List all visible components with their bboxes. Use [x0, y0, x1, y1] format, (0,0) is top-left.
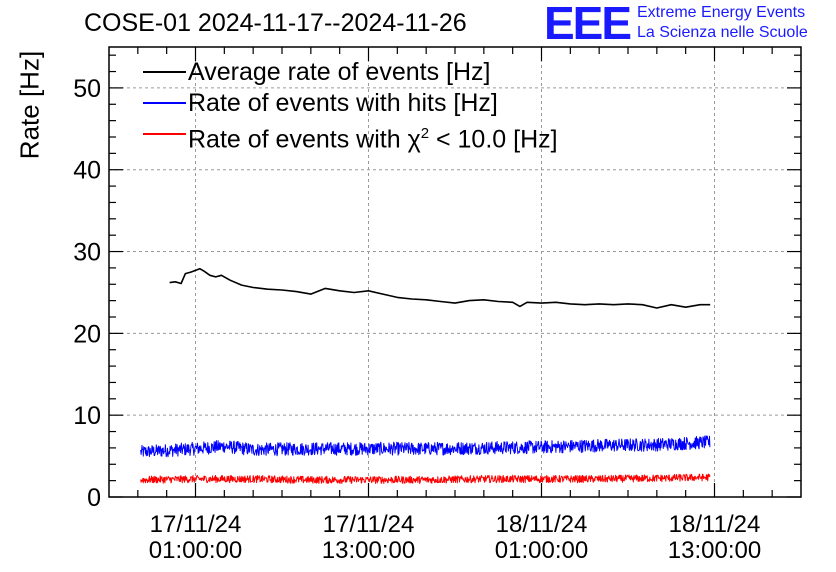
y-tick-label: 30: [73, 239, 101, 267]
x-tick-label-time: 01:00:00: [495, 537, 588, 564]
y-tick-label: 20: [73, 320, 101, 348]
y-axis-label: Rate [Hz]: [14, 50, 45, 160]
x-tick-label-date: 18/11/24: [496, 511, 588, 538]
legend-entry-hits: Rate of events with hits [Hz]: [188, 89, 498, 117]
x-tick-label-date: 18/11/24: [669, 511, 761, 538]
legend-chi2-symbol: χ: [407, 125, 421, 154]
x-tick-label-date: 17/11/24: [323, 511, 415, 538]
y-tick-label: 50: [73, 75, 101, 103]
logo-caption-line2: La Scienza nelle Scuole: [637, 24, 808, 41]
series-line-2: [140, 473, 711, 484]
chart-title: COSE-01 2024-11-17--2024-11-26: [84, 9, 467, 37]
x-tick-label-time: 13:00:00: [668, 537, 761, 564]
x-tick-label-time: 13:00:00: [322, 537, 415, 564]
legend-swatch-hits: [143, 102, 186, 104]
y-tick-label: 0: [87, 484, 101, 512]
series-line-1: [140, 435, 711, 458]
y-tick-label: 10: [73, 402, 101, 430]
logo-caption: Extreme Energy Events La Scienza nelle S…: [637, 3, 808, 43]
x-tick-label-date: 17/11/24: [150, 511, 242, 538]
legend-entry-chi2: Rate of events with χ2 < 10.0 [Hz]: [188, 120, 558, 153]
legend-swatch-average: [143, 71, 186, 73]
eee-logo: EEE: [544, 0, 632, 49]
legend-chi2-sup: 2: [420, 125, 430, 142]
logo-caption-line1: Extreme Energy Events: [637, 4, 806, 21]
legend-chi2-prefix: Rate of events with: [188, 125, 408, 154]
series-line-0: [169, 267, 711, 309]
y-tick-label: 40: [73, 157, 101, 185]
legend-chi2-suffix: < 10.0 [Hz]: [429, 125, 558, 154]
x-tick-label-time: 01:00:00: [149, 537, 242, 564]
legend-swatch-chi2: [143, 133, 186, 135]
legend-entry-average: Average rate of events [Hz]: [188, 58, 491, 86]
